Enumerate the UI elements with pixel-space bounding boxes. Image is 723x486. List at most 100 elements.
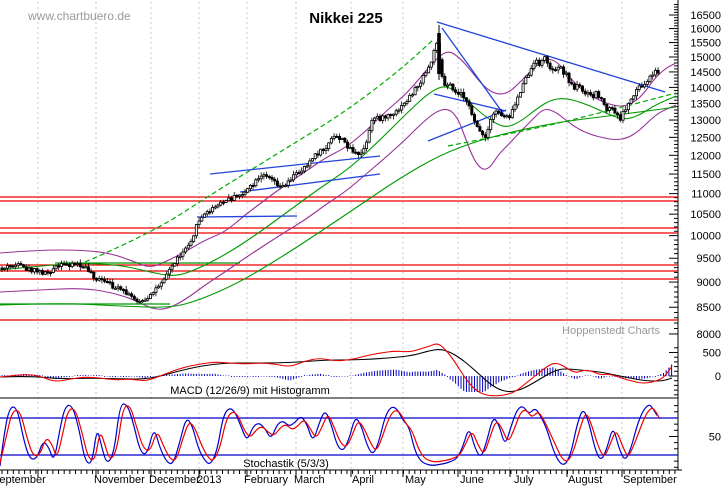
candle-body: [532, 62, 536, 69]
macd-histogram-bar: [360, 373, 362, 376]
candle-body: [459, 92, 463, 95]
macd-histogram-bar: [492, 376, 494, 386]
candle-body: [154, 287, 158, 293]
macd-histogram-bar: [347, 376, 349, 377]
macd-histogram-bar: [498, 376, 500, 383]
candle-body: [567, 72, 571, 83]
candle-body: [329, 137, 333, 144]
macd-histogram-bar: [403, 371, 405, 376]
macd-histogram-bar: [671, 364, 673, 376]
macd-histogram-bar: [69, 376, 70, 377]
macd-histogram-bar: [295, 376, 297, 379]
price-axis-label: 12000: [690, 150, 721, 162]
blue-trend-line: [239, 173, 381, 193]
dashed-uptrend-line: [84, 39, 434, 263]
price-axis-label: 8500: [697, 302, 721, 314]
candle-body: [594, 91, 598, 99]
candle-body: [59, 263, 63, 267]
macd-histogram-bar: [1, 375, 3, 376]
candle-body: [148, 293, 152, 299]
macd-histogram-bar: [495, 376, 497, 385]
macd-histogram-bar: [104, 376, 106, 377]
macd-histogram-bar: [576, 376, 578, 379]
macd-histogram-bar: [525, 372, 527, 376]
candle-body: [289, 179, 293, 182]
macd-histogram-bar: [168, 374, 170, 376]
candle-body: [178, 255, 182, 258]
macd-histogram-bar: [649, 376, 651, 378]
candle-body: [521, 83, 525, 93]
macd-axis-label: 500: [703, 348, 721, 360]
macd-histogram-bar: [555, 368, 556, 376]
candle-body: [200, 216, 204, 222]
macd-histogram-bar: [366, 372, 367, 376]
macd-histogram-bar: [212, 373, 214, 376]
macd-histogram-bar: [619, 376, 621, 378]
macd-histogram-bar: [244, 376, 246, 377]
macd-histogram-bar: [641, 376, 643, 379]
candle-body: [186, 244, 190, 249]
candle-body: [35, 268, 39, 273]
candle-body: [159, 282, 163, 287]
macd-histogram-bar: [517, 375, 519, 376]
macd-histogram-bar: [79, 375, 81, 376]
candle-body: [19, 263, 23, 266]
candle-body: [292, 174, 296, 181]
macd-histogram-bar: [182, 373, 184, 376]
price-axis-label: 13500: [690, 98, 721, 110]
candle-body: [167, 268, 171, 275]
month-label: September: [0, 474, 46, 486]
candle-body: [421, 75, 425, 84]
candle-body: [602, 98, 606, 105]
macd-histogram-bar: [630, 376, 632, 379]
macd-histogram-bar: [528, 371, 529, 376]
blue-trend-line: [196, 215, 298, 218]
gridlines: [37, 2, 623, 470]
candle-body: [443, 75, 447, 86]
macd-histogram-bar: [609, 376, 610, 377]
macd-histogram-bar: [433, 370, 435, 376]
macd-histogram-bar: [66, 376, 68, 377]
macd-histogram-bar: [409, 372, 411, 376]
macd-histogram-bar: [166, 374, 168, 376]
candle-body: [572, 83, 576, 90]
price-axis-label: 12500: [690, 132, 721, 144]
candle-body: [359, 152, 363, 155]
candle-body: [13, 264, 17, 268]
candle-body: [510, 109, 514, 119]
candle-body: [300, 170, 304, 174]
candle-body: [97, 278, 101, 281]
macd-histogram-bar: [42, 375, 43, 376]
macd-histogram-bar: [301, 376, 303, 377]
candle-body: [116, 286, 120, 289]
candle-body: [527, 74, 531, 78]
macd-histogram-bar: [63, 376, 65, 378]
candle-body: [391, 113, 395, 116]
macd-histogram-bar: [638, 376, 640, 379]
macd-histogram-bar: [87, 375, 89, 376]
macd-histogram-bar: [290, 376, 292, 381]
candle-body: [367, 130, 371, 143]
macd-histogram-bar: [136, 376, 138, 377]
macd-histogram-bar: [320, 373, 322, 376]
macd-histogram-bar: [646, 376, 648, 379]
support-resistance-lines: [0, 196, 678, 321]
macd-histogram-bar: [606, 376, 608, 377]
macd-histogram-bar: [44, 376, 46, 377]
macd-histogram-bar: [158, 375, 160, 376]
macd-histogram-bar: [263, 376, 265, 377]
price-axis-label: 10000: [690, 231, 721, 243]
candle-body: [537, 59, 541, 66]
candle-body: [243, 191, 247, 196]
candle-body: [41, 270, 45, 275]
candle-body: [262, 174, 266, 177]
candle-body: [238, 194, 242, 197]
candle-body: [216, 204, 220, 208]
price-axis-label: 9000: [697, 277, 721, 289]
candle-body: [524, 77, 528, 85]
candle-body: [400, 105, 404, 111]
candle-body: [324, 148, 328, 152]
macd-histogram-bar: [384, 370, 386, 376]
candle-body: [656, 69, 660, 74]
macd-histogram-bar: [50, 376, 52, 379]
